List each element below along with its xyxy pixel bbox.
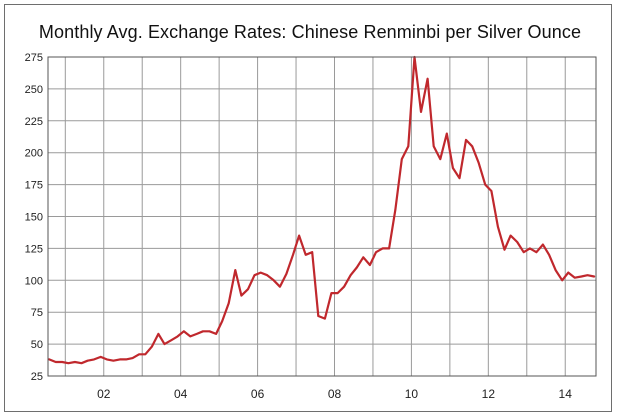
grid bbox=[48, 56, 596, 377]
y-tick-label: 125 bbox=[25, 243, 43, 255]
y-tick-label: 50 bbox=[31, 339, 43, 351]
x-tick-label: 14 bbox=[559, 387, 573, 401]
x-tick-label: 12 bbox=[482, 387, 496, 401]
y-tick-label: 250 bbox=[25, 84, 43, 96]
y-tick-label: 75 bbox=[31, 307, 43, 319]
y-axis-ticks: 25 50 75 100 125 150 175 200 225 250 275 bbox=[25, 52, 43, 383]
y-tick-label: 200 bbox=[25, 148, 43, 160]
x-tick-label: 06 bbox=[251, 387, 265, 401]
y-tick-label: 175 bbox=[25, 180, 43, 192]
y-tick-label: 100 bbox=[25, 275, 43, 287]
x-tick-label: 04 bbox=[174, 387, 188, 401]
y-tick-label: 25 bbox=[31, 371, 43, 383]
x-tick-label: 08 bbox=[328, 387, 342, 401]
y-tick-label: 225 bbox=[25, 116, 43, 128]
x-tick-label: 10 bbox=[405, 387, 419, 401]
x-tick-label: 02 bbox=[97, 387, 111, 401]
series-line bbox=[48, 55, 596, 365]
plot-border bbox=[47, 56, 597, 377]
y-tick-label: 150 bbox=[25, 212, 43, 224]
y-tick-label: 275 bbox=[25, 52, 43, 64]
chart-title: Monthly Avg. Exchange Rates: Chinese Ren… bbox=[38, 22, 582, 42]
x-axis-ticks: 02 04 06 08 10 12 14 bbox=[97, 387, 572, 401]
series-layer bbox=[48, 55, 596, 365]
